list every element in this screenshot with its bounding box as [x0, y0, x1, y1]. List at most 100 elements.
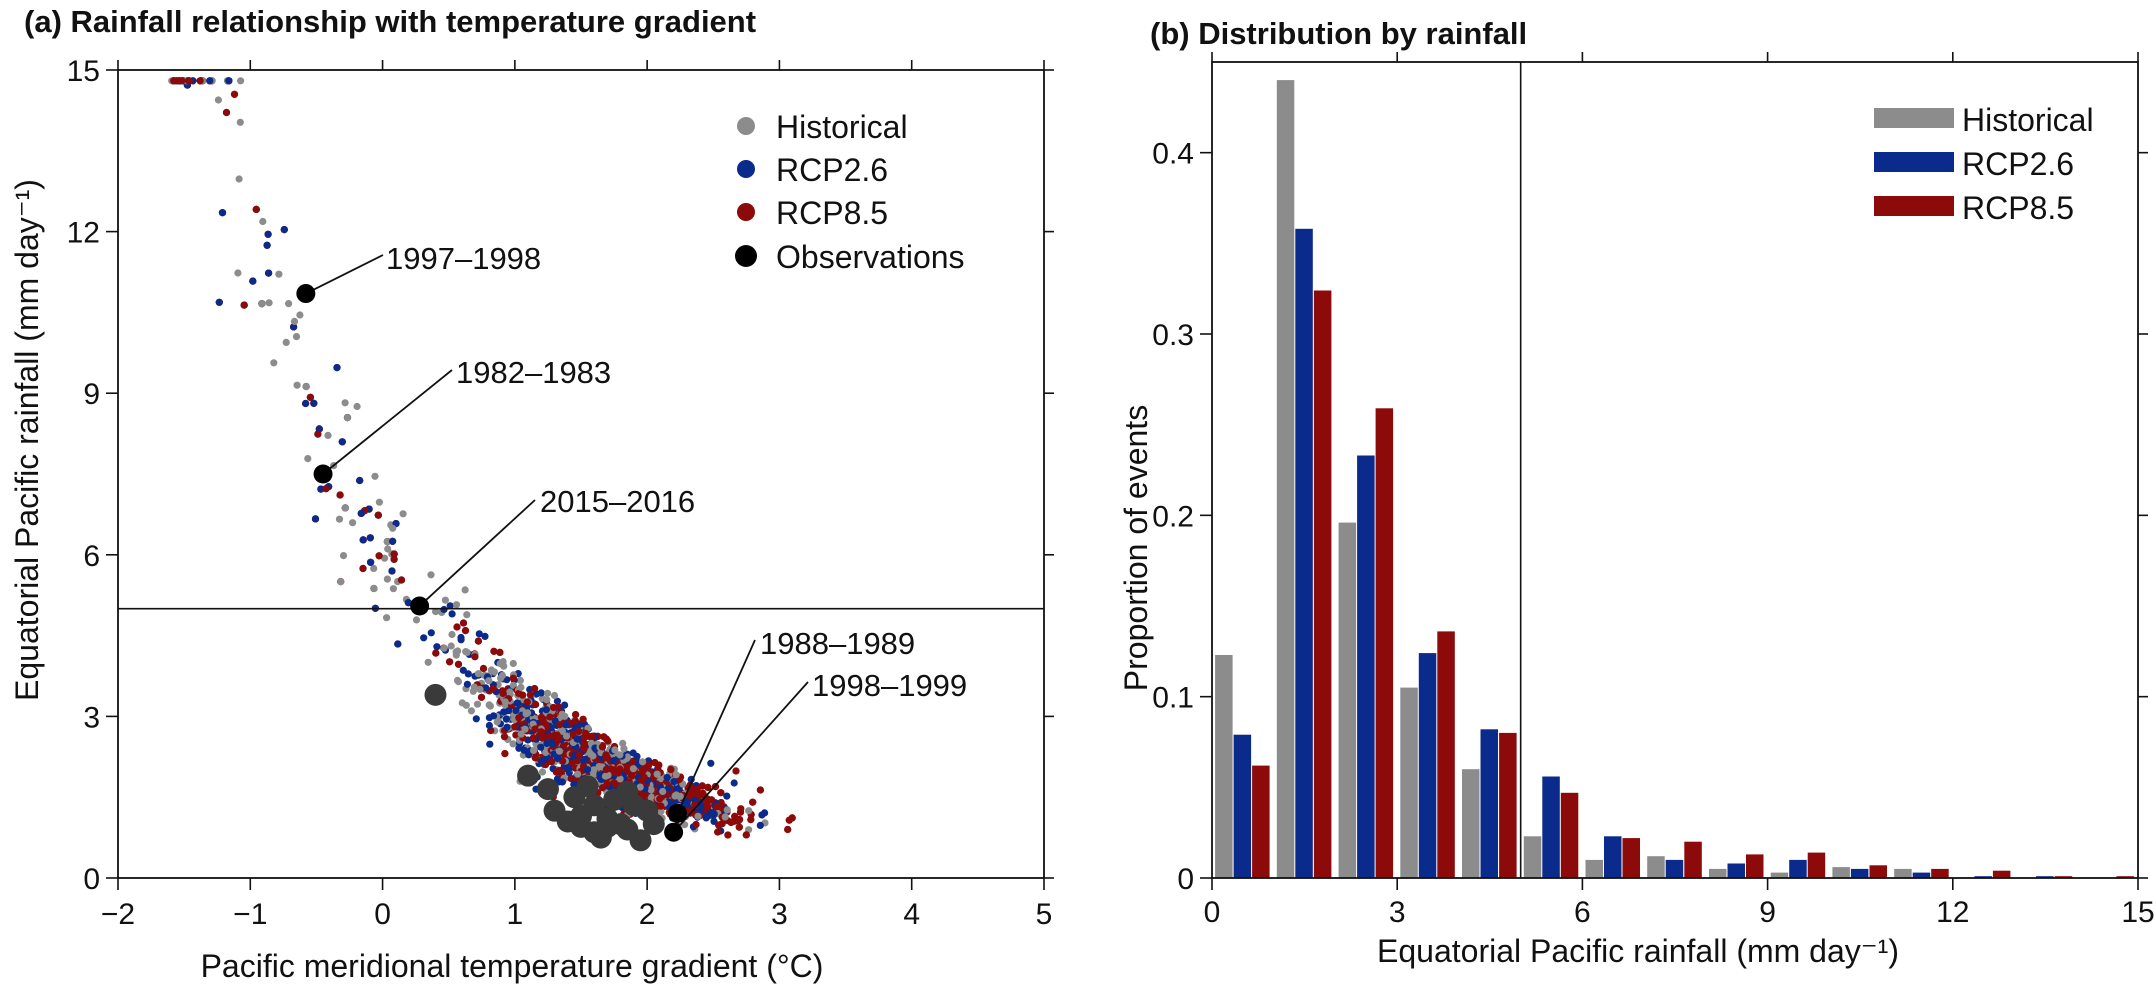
- y-tick-label: 15: [67, 55, 100, 88]
- scatter-point-rcp26: [394, 640, 402, 648]
- bar-historical: [1894, 868, 1912, 878]
- scatter-point-rcp85: [696, 791, 704, 800]
- bar-rcp26: [1233, 734, 1252, 878]
- scatter-point-historical: [672, 771, 680, 779]
- legend-historical-label: Historical: [776, 109, 908, 145]
- bar-rcp26: [1850, 868, 1869, 878]
- panel-a-y-axis-label: Equatorial Pacific rainfall (mm day⁻¹): [9, 179, 45, 701]
- scatter-point-historical: [517, 730, 525, 738]
- x-tick-label: 0: [374, 898, 391, 931]
- bar-historical: [1276, 80, 1295, 879]
- scatter-point-rcp85: [306, 393, 314, 401]
- scatter-point-rcp26: [565, 765, 573, 773]
- bar-rcp26: [2036, 876, 2054, 878]
- scatter-point-rcp26: [263, 241, 271, 249]
- bar-rcp85: [1313, 290, 1332, 878]
- scatter-point-rcp85: [314, 430, 322, 438]
- scatter-point-rcp85: [727, 818, 735, 827]
- scatter-point-rcp85: [490, 647, 498, 655]
- scatter-point-rcp85: [532, 700, 540, 709]
- scatter-point-historical: [293, 381, 301, 389]
- bar-historical: [1832, 867, 1850, 878]
- scatter-point-historical: [282, 338, 290, 346]
- panel-b-ticks: 0 3 6 9 12 15 0 0.1 0.2 0.3 0.4: [1152, 52, 2155, 929]
- scatter-point-rcp85: [732, 767, 740, 775]
- scatter-point-rcp26: [502, 715, 510, 723]
- scatter-point-rcp85: [529, 734, 537, 742]
- scatter-point-rcp26: [525, 751, 533, 759]
- scatter-point-rcp85: [785, 816, 793, 824]
- scatter-point-rcp26: [512, 707, 520, 715]
- scatter-point-historical: [521, 725, 529, 733]
- legend-rcp26-marker: [737, 160, 755, 178]
- scatter-point-historical: [290, 317, 299, 325]
- scatter-point-rcp26: [670, 778, 678, 786]
- legend-rcp26-label: RCP2.6: [1962, 146, 2074, 182]
- observation-point: [556, 810, 579, 833]
- scatter-point-historical: [474, 670, 482, 678]
- scatter-point-rcp26: [485, 721, 493, 730]
- scatter-point-rcp26: [464, 670, 472, 678]
- scatter-point-rcp85: [459, 619, 468, 627]
- scatter-point-rcp85: [531, 725, 539, 733]
- scatter-point-rcp85: [252, 205, 260, 213]
- scatter-point-rcp85: [531, 685, 539, 693]
- scatter-point-historical: [485, 677, 493, 685]
- scatter-point-historical: [285, 300, 293, 308]
- scatter-point-historical: [530, 746, 538, 755]
- scatter-point-historical: [601, 772, 610, 780]
- scatter-point-rcp85: [538, 734, 546, 742]
- scatter-point-rcp26: [514, 699, 522, 708]
- scatter-point-rcp85: [471, 653, 479, 661]
- observation-label: 2015–2016: [540, 484, 695, 519]
- scatter-point-rcp85: [390, 550, 398, 558]
- bar-historical: [1338, 522, 1357, 878]
- scatter-point-historical: [542, 748, 550, 757]
- scatter-point-rcp85: [432, 649, 440, 657]
- scatter-point-historical: [335, 515, 344, 523]
- scatter-point-rcp85: [572, 711, 580, 719]
- scatter-point-historical: [550, 691, 559, 700]
- observation-label: 1997–1998: [386, 241, 541, 276]
- scatter-point-historical: [349, 519, 357, 527]
- scatter-point-rcp85: [724, 831, 732, 839]
- scatter-point-rcp85: [736, 808, 745, 816]
- scatter-point-rcp85: [474, 637, 482, 645]
- scatter-point-historical: [452, 648, 460, 656]
- scatter-point-historical: [343, 414, 352, 422]
- scatter-point-rcp26: [475, 630, 483, 638]
- scatter-point-rcp26: [440, 605, 448, 614]
- scatter-point-rcp85: [579, 715, 587, 723]
- scatter-point-historical: [544, 689, 552, 697]
- observation-leader-line: [305, 254, 384, 295]
- scatter-point-historical: [509, 659, 517, 668]
- bar-rcp26: [1912, 872, 1931, 878]
- scatter-point-rcp26: [367, 558, 375, 566]
- panel-b-title: (b) Distribution by rainfall: [1150, 16, 1527, 51]
- scatter-point-rcp85: [656, 795, 664, 803]
- scatter-point-rcp85: [602, 751, 610, 759]
- scatter-point-historical: [694, 812, 702, 820]
- scatter-point-historical: [304, 455, 312, 463]
- scatter-point-rcp85: [489, 685, 497, 693]
- scatter-point-rcp85: [598, 743, 607, 751]
- scatter-point-historical: [486, 702, 494, 710]
- scatter-point-rcp85: [546, 713, 554, 721]
- bar-historical: [1709, 868, 1727, 878]
- scatter-point-rcp85: [707, 796, 716, 804]
- panel-a-x-axis-label: Pacific meridional temperature gradient …: [201, 948, 824, 984]
- scatter-point-rcp26: [761, 809, 769, 817]
- scatter-point-rcp26: [420, 634, 428, 642]
- observation-leader-line: [322, 369, 453, 475]
- scatter-point-rcp85: [714, 828, 722, 836]
- scatter-point-rcp26: [388, 567, 396, 575]
- scatter-point-rcp85: [446, 658, 454, 666]
- scatter-point-rcp85: [511, 723, 519, 731]
- scatter-point-rcp85: [756, 786, 765, 794]
- scatter-point-historical: [384, 545, 392, 553]
- scatter-point-rcp85: [580, 745, 588, 753]
- scatter-point-historical: [447, 642, 455, 650]
- scatter-point-rcp26: [583, 766, 592, 774]
- scatter-point-historical: [498, 671, 507, 680]
- scatter-point-rcp85: [610, 779, 618, 787]
